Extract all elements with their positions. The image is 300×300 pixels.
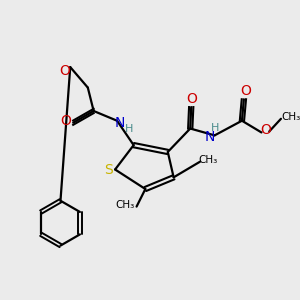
Text: S: S: [104, 163, 113, 176]
Text: N: N: [205, 130, 215, 144]
Text: CH₃: CH₃: [281, 112, 300, 122]
Text: O: O: [59, 64, 70, 78]
Text: CH₃: CH₃: [115, 200, 134, 210]
Text: H: H: [210, 123, 219, 133]
Text: N: N: [115, 116, 125, 130]
Text: O: O: [260, 124, 271, 137]
Text: H: H: [124, 124, 133, 134]
Text: O: O: [60, 114, 71, 128]
Text: O: O: [240, 85, 251, 98]
Text: CH₃: CH₃: [198, 155, 218, 165]
Text: O: O: [186, 92, 196, 106]
